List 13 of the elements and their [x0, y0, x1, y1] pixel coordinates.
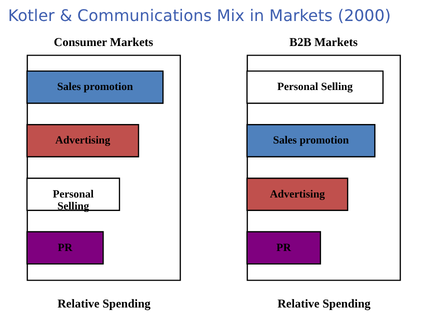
y-tick-label: Advertising [55, 134, 111, 147]
y-tick-label: Personal Selling [277, 81, 354, 94]
y-tick-label: Sales promotion [272, 134, 349, 147]
y-tick-label: Personal Selling [52, 188, 94, 212]
y-tick-label: PR [58, 242, 74, 254]
chart-title: B2B Markets [289, 35, 358, 49]
y-tick-label: PR [276, 242, 292, 254]
y-tick-label: Advertising [270, 188, 326, 200]
y-tick-label: Sales promotion [57, 81, 133, 94]
chart-title: Consumer Markets [54, 35, 154, 49]
x-axis-title: Relative Spending [277, 296, 371, 310]
x-axis-title: Relative Spending [57, 296, 151, 310]
text: Kotler & Communications Mix in Markets (2000) [7, 5, 392, 27]
